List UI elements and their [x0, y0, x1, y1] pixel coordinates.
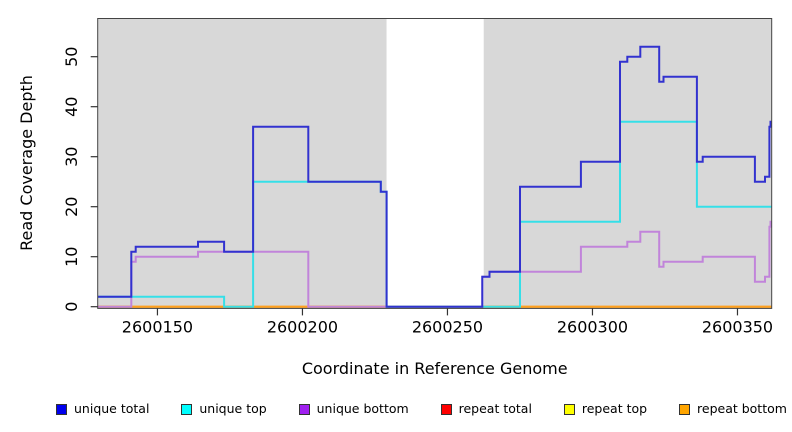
y-tick-label: 10: [62, 247, 81, 267]
plot-area: [97, 18, 772, 309]
legend-item-repeat-bottom: repeat bottom: [679, 402, 787, 416]
legend-swatch-unique-top: [181, 403, 193, 415]
axes: 2600150 2600200 2600250 2600300 2600350 0 10 20…: [62, 18, 773, 336]
y-axis-title: Read Coverage Depth: [17, 75, 36, 251]
x-tick-label: 2600200: [267, 317, 338, 336]
legend-label: repeat bottom: [697, 401, 787, 416]
legend-swatch-repeat-top: [563, 403, 575, 415]
plot-box-border: [97, 18, 773, 309]
no-coverage-band: [386, 18, 484, 309]
x-tick-label: 2600350: [702, 317, 773, 336]
legend-swatch-repeat-total: [440, 403, 452, 415]
x-tick-label: 2600150: [122, 317, 193, 336]
legend-label: repeat total: [458, 401, 532, 416]
y-tick-label: 40: [62, 97, 81, 117]
y-tick-label: 20: [62, 197, 81, 217]
legend-item-unique-top: unique top: [181, 401, 267, 416]
legend-label: unique bottom: [316, 401, 409, 416]
legend-swatch-repeat-bottom: [679, 403, 691, 415]
x-tick-label: 2600250: [412, 317, 483, 336]
y-tick-label: 50: [62, 47, 81, 67]
x-axis-title: Coordinate in Reference Genome: [302, 359, 568, 378]
legend-swatch-unique-bottom: [298, 403, 310, 415]
x-tick-label: 2600300: [557, 317, 628, 336]
series-line-unique-bottom: [97, 220, 772, 308]
legend-item-unique-bottom: unique bottom: [298, 401, 409, 416]
legend-item-repeat-total: repeat total: [440, 401, 532, 416]
legend-label: repeat top: [581, 401, 648, 416]
y-tick-label: 30: [62, 147, 81, 167]
legend: unique total unique top unique bottom repea…: [56, 401, 787, 417]
legend-item-repeat-top: repeat top: [563, 401, 648, 416]
legend-label: unique total: [74, 401, 150, 416]
legend-item-unique-total: unique total: [56, 402, 149, 416]
legend-swatch-unique-total: [56, 403, 67, 415]
series-line-unique-total: [97, 45, 772, 308]
legend-label: unique top: [199, 401, 267, 416]
y-tick-label: 0: [62, 302, 81, 312]
